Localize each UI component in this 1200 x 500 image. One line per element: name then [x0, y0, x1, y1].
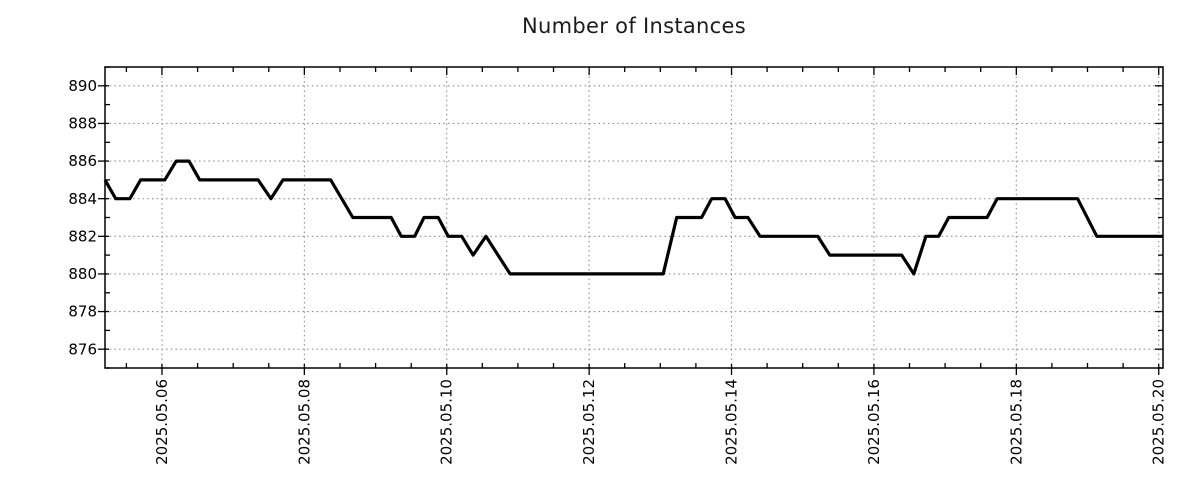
y-tick-label: 888: [68, 115, 97, 133]
y-tick-label: 876: [68, 340, 97, 358]
y-tick-label: 884: [68, 190, 97, 208]
y-tick-label: 880: [68, 265, 97, 283]
x-tick-label: 2025.05.12: [580, 379, 598, 465]
x-tick-label: 2025.05.20: [1150, 379, 1168, 465]
x-tick-label: 2025.05.08: [295, 379, 313, 465]
x-tick-label: 2025.05.06: [153, 379, 171, 465]
y-tick-label: 890: [68, 77, 97, 95]
x-tick-label: 2025.05.10: [438, 379, 456, 465]
y-tick-label: 886: [68, 152, 97, 170]
x-tick-label: 2025.05.18: [1007, 379, 1025, 465]
plot-border: [104, 66, 1164, 369]
x-tick-label: 2025.05.16: [865, 379, 883, 465]
series-line-instances: [103, 159, 1163, 276]
y-tick-label: 882: [68, 227, 97, 245]
y-tick-label: 878: [68, 303, 97, 321]
chart-title: Number of Instances: [522, 14, 746, 38]
x-tick-label: 2025.05.14: [722, 379, 740, 465]
